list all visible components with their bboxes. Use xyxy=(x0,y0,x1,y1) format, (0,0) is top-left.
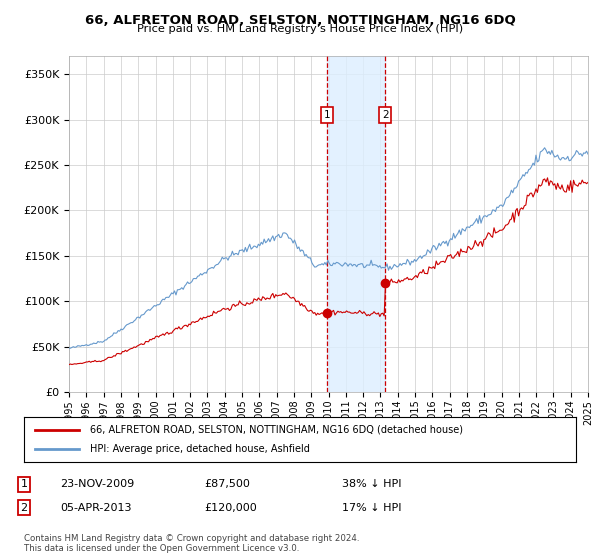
Text: 66, ALFRETON ROAD, SELSTON, NOTTINGHAM, NG16 6DQ: 66, ALFRETON ROAD, SELSTON, NOTTINGHAM, … xyxy=(85,14,515,27)
Text: 2: 2 xyxy=(382,110,388,120)
Text: £87,500: £87,500 xyxy=(204,479,250,489)
Text: Price paid vs. HM Land Registry's House Price Index (HPI): Price paid vs. HM Land Registry's House … xyxy=(137,24,463,34)
Text: 2: 2 xyxy=(20,503,28,513)
Text: 23-NOV-2009: 23-NOV-2009 xyxy=(60,479,134,489)
Text: 66, ALFRETON ROAD, SELSTON, NOTTINGHAM, NG16 6DQ (detached house): 66, ALFRETON ROAD, SELSTON, NOTTINGHAM, … xyxy=(90,424,463,435)
Bar xyxy=(327,56,385,392)
Text: HPI: Average price, detached house, Ashfield: HPI: Average price, detached house, Ashf… xyxy=(90,445,310,455)
Text: 05-APR-2013: 05-APR-2013 xyxy=(60,503,131,513)
Text: 38% ↓ HPI: 38% ↓ HPI xyxy=(342,479,401,489)
Text: Contains HM Land Registry data © Crown copyright and database right 2024.
This d: Contains HM Land Registry data © Crown c… xyxy=(24,534,359,553)
Text: 1: 1 xyxy=(323,110,330,120)
Text: 1: 1 xyxy=(20,479,28,489)
Text: 17% ↓ HPI: 17% ↓ HPI xyxy=(342,503,401,513)
Text: £120,000: £120,000 xyxy=(204,503,257,513)
